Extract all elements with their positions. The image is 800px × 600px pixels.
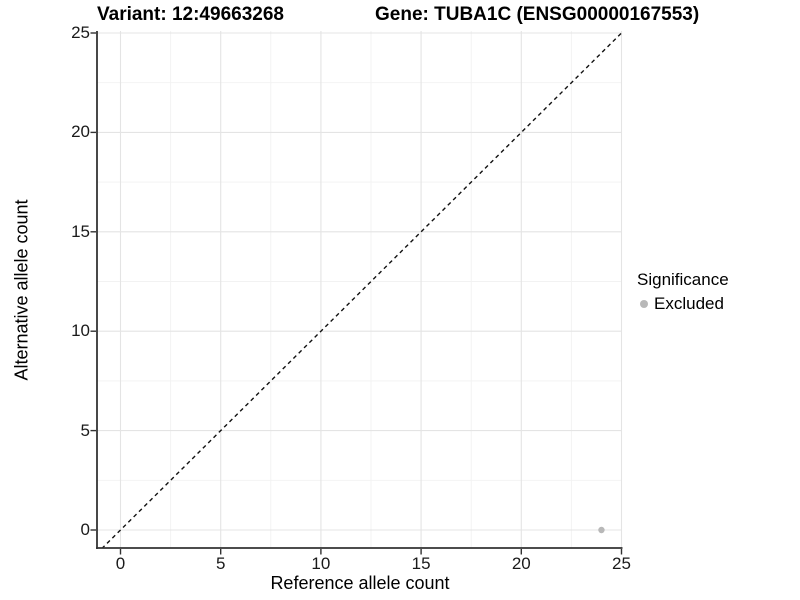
legend: Significance Excluded — [637, 270, 729, 314]
x-tick-label: 20 — [511, 554, 531, 573]
legend-item-label: Excluded — [654, 294, 724, 313]
excluded-point-icon — [640, 300, 648, 308]
y-tick-label: 0 — [80, 520, 90, 539]
y-tick-label: 15 — [71, 221, 90, 241]
legend-title: Significance — [637, 270, 729, 289]
x-tick-label: 10 — [311, 554, 331, 573]
x-tick-label: 15 — [411, 554, 431, 573]
y-axis-title: Alternative allele count — [11, 199, 32, 381]
x-axis-title: Reference allele count — [270, 573, 450, 593]
x-tick-label: 0 — [115, 554, 126, 573]
variant-title: Variant: 12:49663268 — [97, 4, 284, 25]
y-tick-label: 5 — [80, 420, 90, 440]
x-tick-label: 25 — [612, 554, 631, 573]
gene-title: Gene: TUBA1C (ENSG00000167553) — [375, 4, 700, 25]
y-tick-label: 20 — [71, 122, 90, 142]
x-tick-label: 5 — [215, 554, 226, 573]
legend-item: Excluded — [637, 294, 729, 314]
y-tick-label: 10 — [71, 321, 90, 341]
identity-line — [101, 32, 622, 548]
y-tick-label: 25 — [71, 23, 90, 42]
data-point — [598, 526, 605, 534]
